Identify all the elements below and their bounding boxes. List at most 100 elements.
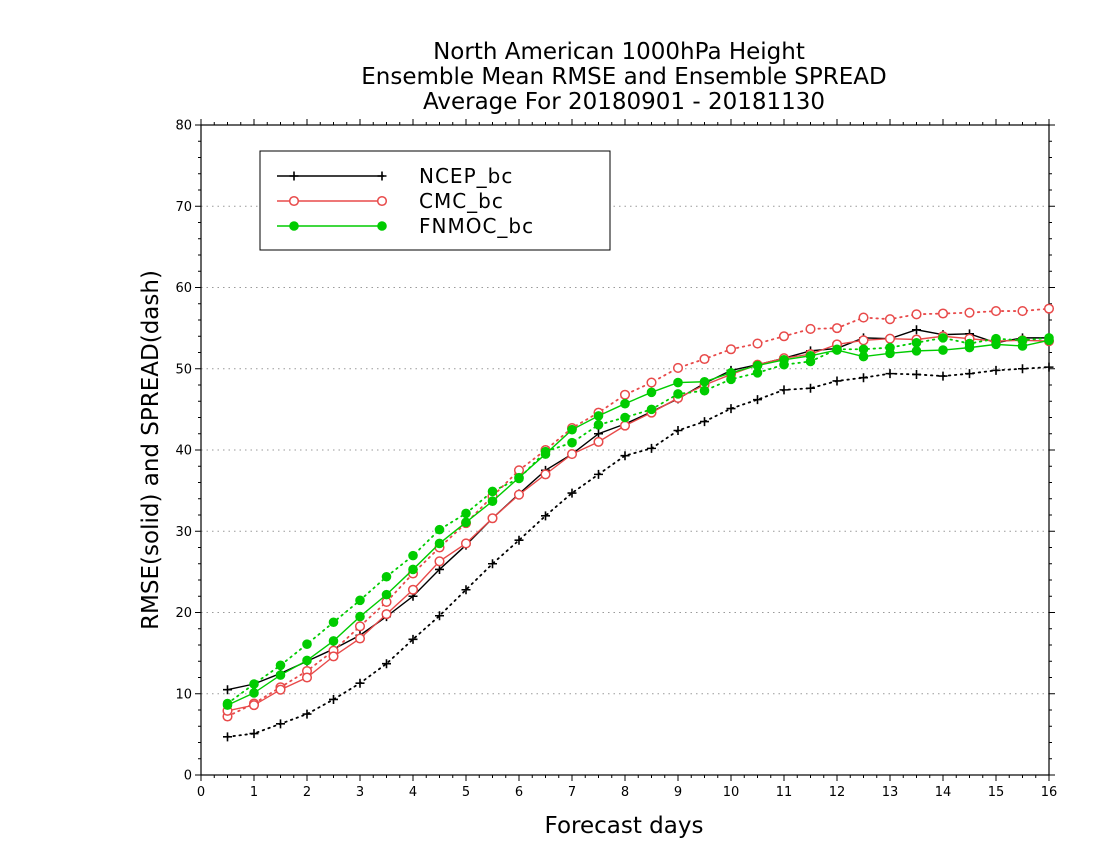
cmc-bc-spread-point [646, 377, 657, 388]
fnmoc-bc-rmse-point [249, 688, 259, 698]
cmc-bc-rmse-point [460, 538, 472, 549]
cmc-bc-spread-point [911, 309, 922, 320]
ncep-bc-spread-point [673, 426, 683, 435]
fnmoc-bc-rmse-point [911, 346, 922, 356]
legend-marker-fnmoc-bc [289, 221, 299, 231]
fnmoc-bc-rmse-point [355, 611, 365, 622]
fnmoc-bc-spread-point [567, 437, 577, 448]
fnmoc-bc-spread-point [328, 617, 339, 628]
cmc-bc-rmse-point [407, 584, 419, 595]
fnmoc-bc-spread-point [699, 385, 710, 396]
cmc-bc-rmse-point [328, 651, 339, 662]
x-tick-label: 13 [882, 785, 899, 800]
chart-title: North American 1000hPa Height Ensemble M… [361, 39, 886, 115]
fnmoc-bc-spread-point [381, 571, 392, 582]
cmc-bc-spread-point [1043, 303, 1055, 314]
series-fnmoc-bc [222, 333, 1054, 710]
fnmoc-bc-rmse-point [381, 589, 392, 600]
cmc-bc-rmse-point [593, 436, 604, 447]
cmc-bc-spread-point [725, 344, 737, 355]
gridlines [201, 205, 1049, 695]
x-tick-label: 3 [356, 785, 364, 800]
ncep-bc-spread-point [302, 709, 312, 719]
cmc-bc-rmse-line [227, 335, 1050, 712]
x-tick-label: 14 [935, 785, 952, 800]
chart-title-line-1: North American 1000hPa Height [433, 39, 805, 65]
y-tick-label: 80 [175, 119, 192, 134]
y-tick-label: 50 [175, 362, 192, 377]
cmc-bc-rmse-point [540, 469, 551, 480]
x-tick-label: 11 [776, 785, 793, 800]
cmc-bc-rmse-point [434, 556, 445, 567]
x-tick-label: 0 [197, 785, 205, 800]
ncep-bc-spread-point [753, 395, 762, 405]
ncep-bc-spread-point [912, 369, 921, 379]
fnmoc-bc-rmse-point [779, 355, 789, 365]
x-tick-label: 7 [568, 785, 576, 800]
ncep-bc-rmse-point [912, 325, 921, 335]
x-tick-label: 4 [409, 785, 417, 800]
ncep-bc-rmse-point [594, 429, 603, 439]
ncep-bc-spread-point [223, 732, 232, 742]
fnmoc-bc-rmse-line [227, 339, 1050, 706]
fnmoc-bc-spread-point [275, 660, 286, 671]
ncep-bc-spread-point [1018, 364, 1027, 374]
fnmoc-bc-rmse-point [302, 655, 312, 666]
fnmoc-bc-rmse-point [461, 517, 471, 528]
fnmoc-bc-rmse-point [646, 387, 657, 398]
fnmoc-bc-spread-point [408, 550, 418, 561]
ncep-bc-spread-point [885, 369, 895, 379]
cmc-bc-rmse-point [858, 335, 869, 346]
legend-label-ncep-bc: NCEP_bc [419, 164, 513, 188]
ncep-bc-spread-point [567, 488, 577, 498]
fnmoc-bc-rmse-point [832, 345, 842, 355]
ncep-bc-spread-point [938, 371, 948, 381]
fnmoc-bc-spread-point [938, 333, 948, 343]
fnmoc-bc-rmse-point [699, 376, 710, 387]
fnmoc-bc-rmse-point [885, 348, 895, 359]
cmc-bc-spread-point [778, 331, 790, 342]
ncep-bc-rmse-point [435, 564, 444, 574]
cmc-bc-spread-point [831, 323, 843, 334]
x-tick-label: 15 [988, 785, 1005, 800]
cmc-bc-spread-point [805, 323, 816, 334]
fnmoc-bc-rmse-point [752, 360, 763, 371]
cmc-bc-spread-point [990, 306, 1002, 317]
fnmoc-bc-spread-point [249, 679, 259, 689]
ncep-bc-rmse-point [223, 685, 232, 695]
ncep-bc-spread-point [700, 417, 709, 427]
fnmoc-bc-spread-point [620, 412, 630, 423]
fnmoc-bc-rmse-point [938, 345, 948, 355]
x-tick-label: 8 [621, 785, 629, 800]
cmc-bc-rmse-point [884, 333, 896, 344]
fnmoc-bc-rmse-point [593, 411, 604, 421]
cmc-bc-rmse-point [354, 633, 366, 644]
cmc-bc-rmse-point [248, 700, 260, 711]
y-axis-label: RMSE(solid) and SPREAD(dash) [138, 270, 164, 630]
fnmoc-bc-rmse-point [964, 342, 975, 353]
fnmoc-bc-rmse-point [434, 538, 445, 549]
fnmoc-bc-rmse-point [1044, 335, 1054, 346]
cmc-bc-spread-point [699, 353, 710, 365]
x-axis-ticks: 0 1 2 3 4 5 6 7 8 9 10 11 12 13 14 15 16 [197, 119, 1057, 800]
cmc-bc-rmse-point [487, 513, 498, 524]
series-cmc-bc [222, 303, 1055, 722]
fnmoc-bc-rmse-point [991, 339, 1001, 350]
ncep-bc-spread-point [1044, 362, 1054, 372]
fnmoc-bc-rmse-point [858, 351, 869, 362]
ncep-bc-spread-point [726, 404, 736, 414]
ncep-bc-rmse-line [227, 329, 1049, 691]
fnmoc-bc-spread-point [646, 404, 657, 415]
y-tick-label: 40 [175, 444, 192, 459]
cmc-bc-spread-point [619, 389, 631, 400]
fnmoc-bc-spread-point [355, 595, 365, 606]
fnmoc-bc-spread-point [487, 486, 498, 497]
y-tick-label: 20 [175, 606, 192, 621]
fnmoc-bc-rmse-point [222, 700, 233, 710]
ncep-bc-spread-point [779, 385, 789, 395]
y-tick-label: 70 [175, 200, 192, 215]
fnmoc-bc-spread-point [593, 420, 604, 430]
ncep-bc-spread-point [514, 535, 524, 545]
fnmoc-bc-rmse-point [487, 496, 498, 506]
